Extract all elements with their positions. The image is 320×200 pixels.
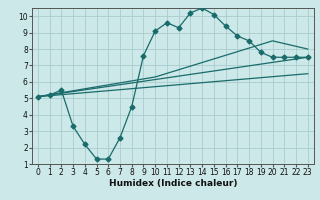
X-axis label: Humidex (Indice chaleur): Humidex (Indice chaleur) xyxy=(108,179,237,188)
